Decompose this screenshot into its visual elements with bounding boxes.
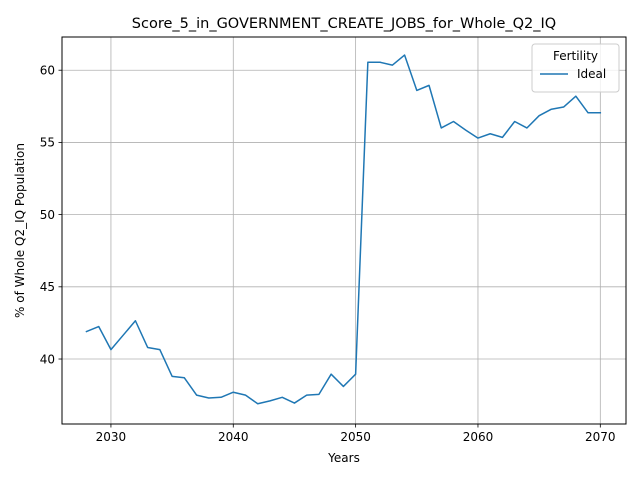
y-tick-label: 55 [40,136,55,150]
x-tick-label: 2030 [96,430,127,444]
y-tick-label: 50 [40,208,55,222]
y-tick-label: 60 [40,64,55,78]
x-tick-label: 2060 [463,430,494,444]
y-axis-label: % of Whole Q2_IQ Population [13,143,27,318]
chart-title: Score_5_in_GOVERNMENT_CREATE_JOBS_for_Wh… [132,16,556,32]
legend-title: Fertility [553,49,598,63]
x-tick-label: 2070 [585,430,616,444]
legend-entry: Ideal [577,67,606,81]
y-tick-label: 45 [40,280,55,294]
x-tick-label: 2050 [340,430,371,444]
x-tick-label: 2040 [218,430,249,444]
y-tick-label: 40 [40,352,55,366]
x-axis-label: Years [327,451,360,465]
legend: Fertility Ideal [532,44,619,92]
